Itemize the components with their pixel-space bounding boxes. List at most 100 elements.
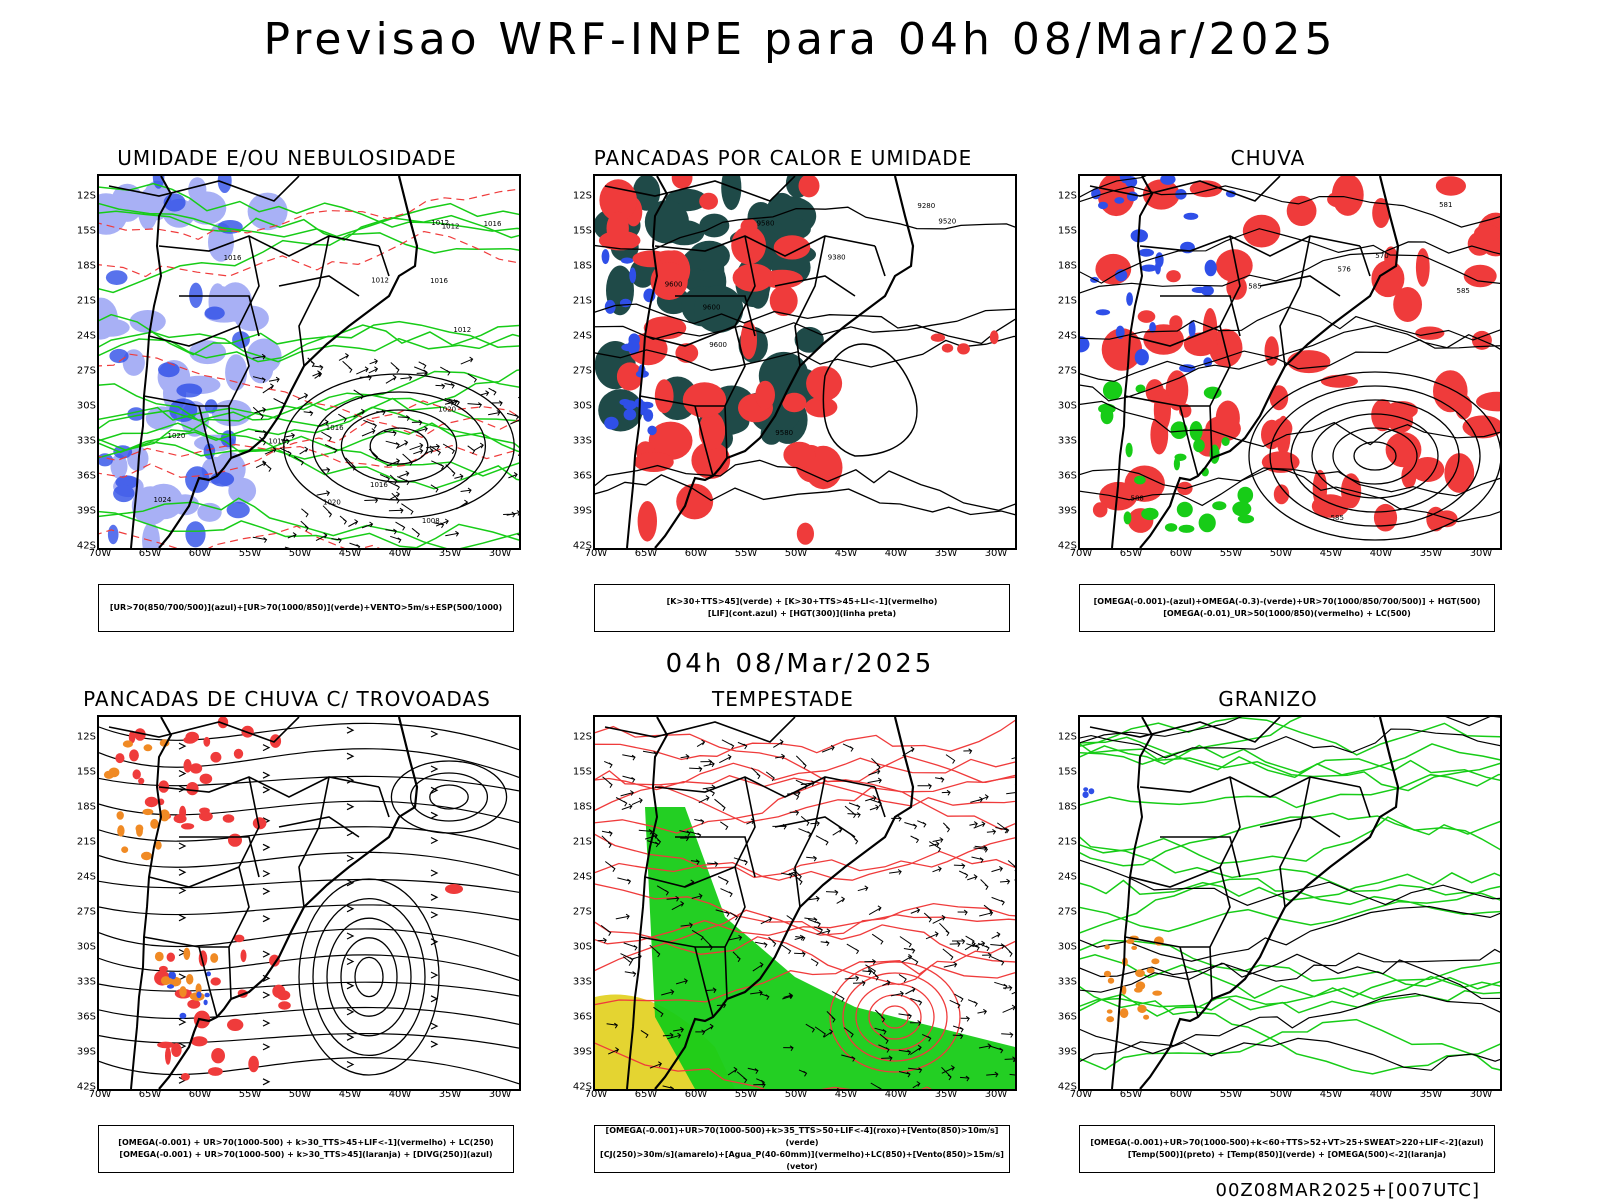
panel-legend: [K>30+TTS>45](verde) + [K>30+TTS>45+LI<-… [594, 584, 1010, 632]
latitude-tick-label: 30S [76, 400, 96, 412]
instability-red-patch [637, 501, 657, 542]
wind-vector [901, 953, 913, 963]
storm-red-north-patch [199, 811, 213, 822]
border-line [1089, 717, 1281, 743]
latitude-tick-label: 27S [572, 365, 592, 377]
temp850-green-line [1080, 954, 1500, 999]
latitude-tick-label: 15S [76, 225, 96, 237]
wind-vector [967, 999, 978, 1007]
panel-pancadas-calor: PANCADAS POR CALOR E UMIDADE 12S 15S 18S 21S… [538, 146, 1028, 656]
contour-label: 1016 [484, 220, 502, 228]
latitude-tick-label: 18S [1057, 801, 1077, 813]
contour-label: 1016 [326, 424, 344, 432]
wind-vector [1002, 985, 1013, 991]
coastline-atlantic [1211, 176, 1400, 460]
omega-green-patch [1232, 501, 1252, 517]
border-line [604, 176, 796, 202]
wind-vector [953, 863, 966, 869]
divergence-blue-patch [206, 971, 211, 977]
instability-red-patch [698, 411, 726, 450]
panel-title: CHUVA [1230, 146, 1306, 170]
wind-vector [991, 931, 1001, 939]
latitude-tick-label: 24S [76, 330, 96, 342]
omega-green-patch [1102, 380, 1123, 401]
omega-green-patch [1203, 386, 1222, 399]
wind-vector [445, 530, 460, 537]
divergence-blue-patch [166, 984, 175, 989]
panel-title: GRANIZO [1218, 687, 1318, 711]
humidity-green-contours-line [99, 409, 519, 490]
wind-vector [1014, 879, 1015, 881]
storm-orange-north-patch [159, 809, 170, 822]
coastline-atlantic [1211, 717, 1400, 1001]
wind-vector [869, 804, 880, 811]
storm-red-north-patch [132, 769, 141, 780]
wind-vector [264, 446, 277, 455]
wind-vector [949, 999, 961, 1009]
lc850-red-ring [842, 972, 948, 1062]
contour-label: 9280 [917, 202, 935, 210]
wind-vector [862, 969, 872, 976]
wind-vector [385, 528, 398, 535]
rain-red-patch [1455, 394, 1472, 420]
high-humidity-lightblue-patch [110, 183, 144, 222]
wind-vector [597, 937, 607, 944]
wind-vector [816, 928, 831, 935]
wind-vector [675, 978, 688, 985]
stream-arrow [430, 995, 439, 1003]
coastline-atlantic [230, 717, 419, 1001]
latitude-tick-label: 18S [572, 260, 592, 272]
longitude-tick-label: 35W [934, 1089, 958, 1100]
wind-vector [780, 944, 792, 955]
wind-vector [617, 877, 632, 885]
wind-vector [467, 445, 476, 455]
map-area: 585 585 585 581 588 576 570 [1078, 174, 1502, 550]
longitude-tick-label: 30W [488, 548, 512, 559]
storm-red-south-patch [278, 1001, 291, 1010]
wind-vector [279, 447, 292, 457]
main-title: Previsao WRF-INPE para 04h 08/Mar/2025 [263, 14, 1337, 65]
hgt300-lines-line [595, 206, 1015, 251]
lif-blue-patch [621, 257, 634, 264]
wind-vector [756, 1078, 765, 1086]
hgt300-lines-line [595, 303, 1015, 345]
panel-title: UMIDADE E/OU NEBULOSIDADE [117, 146, 457, 170]
wind-vector [957, 909, 968, 916]
wind-vector [622, 754, 636, 761]
longitude-axis: 70W 65W 60W 55W 50W 45W 40W 35W 30W [1070, 1089, 1498, 1103]
border-line [179, 295, 260, 337]
longitude-tick-label: 60W [188, 548, 212, 559]
storm-red-north-patch [186, 782, 199, 796]
stream-arrow [262, 870, 271, 878]
border-line [874, 245, 886, 277]
rain-red-patch [1435, 176, 1466, 196]
thickness-red-dashed-line [99, 525, 380, 548]
stream-arrow [430, 938, 439, 946]
pressure-contours-ring [311, 391, 487, 501]
rain-red-patch [1371, 260, 1405, 298]
latitude-tick-label: 39S [76, 1046, 96, 1058]
wind-vector [910, 907, 921, 914]
wind-vector [775, 753, 786, 760]
temp500-black-line [1080, 1028, 1500, 1071]
wind-vector [768, 936, 777, 947]
wind-vector [615, 797, 628, 807]
high-humidity-blue-patch [158, 362, 180, 378]
coastline-rio-da-prata [158, 998, 232, 1089]
high-humidity-blue-patch [204, 306, 225, 320]
omega-blue-patch [1080, 336, 1090, 353]
wind-vector [1013, 1060, 1015, 1062]
precip-water-red-line [595, 914, 1015, 945]
omega500-orange-patch [1146, 967, 1155, 974]
wind-vector [300, 520, 309, 532]
wind-vector [727, 1066, 738, 1076]
wind-vector [388, 491, 400, 501]
latitude-tick-label: 42S [76, 1081, 96, 1093]
stream-arrow [346, 752, 355, 760]
wind-vector [620, 790, 634, 797]
wind-vector [303, 410, 314, 417]
storm-red-north-patch [138, 777, 145, 785]
omega-blue-patch [1203, 357, 1213, 367]
border-line [1179, 946, 1199, 1018]
precip-water-red-line [595, 757, 1015, 786]
